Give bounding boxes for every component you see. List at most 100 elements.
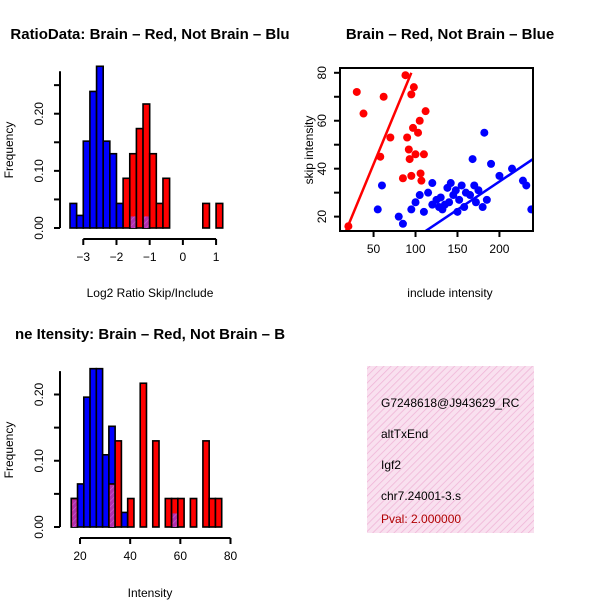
- intensity-bar-brain: [189, 497, 198, 528]
- intensity-bar-brain: [151, 440, 160, 528]
- info-panel: G7248618@J943629_RC altTxEnd Igf2 chr7.2…: [367, 366, 534, 533]
- scatter-point-notbrain: [522, 181, 531, 190]
- intensity-y-tick-label: 0.00: [32, 515, 46, 539]
- intensity-x-tick-label: 60: [174, 549, 188, 563]
- scatter-x-tick-label: 50: [367, 242, 381, 256]
- ratio-y-tick-label: 0.20: [32, 102, 46, 126]
- ratio-bar-brain: [162, 177, 171, 229]
- scatter-point-notbrain: [527, 205, 533, 214]
- scatter-y-tick-label: 60: [315, 114, 329, 128]
- ratio-y-tick-label: 0.00: [32, 216, 46, 240]
- intensity-bar-brain: [208, 497, 217, 528]
- intensity-bar-brain: [214, 497, 223, 528]
- scatter-x-tick-label: 150: [447, 242, 467, 256]
- ratio-bar-notbrain: [75, 214, 85, 229]
- scatter-point-brain: [407, 90, 416, 99]
- intensity-histogram: ne Itensity: Brain – Red, Not Brain – B …: [2, 326, 285, 600]
- ratio-bar-notbrain: [69, 202, 78, 229]
- intensity-bar-brain: [202, 440, 210, 528]
- scatter-point-notbrain: [468, 155, 477, 164]
- ratio-x-tick-label: 0: [180, 250, 187, 264]
- ratio-bar-brain: [202, 202, 211, 229]
- ratio-bar-overlap: [144, 216, 149, 228]
- scatter-point-notbrain: [419, 207, 428, 216]
- intensity-bar-notbrain: [120, 511, 129, 528]
- scatter-point-brain: [417, 176, 426, 185]
- ratio-bar-notbrain: [95, 65, 104, 229]
- ratio-bar-overlap: [130, 216, 136, 228]
- scatter-point-notbrain: [428, 179, 437, 188]
- scatter-axes: 50 100 150 200 20 40 60 80: [315, 66, 510, 256]
- ratio-bar-notbrain: [115, 202, 124, 229]
- scatter-point-brain: [415, 116, 424, 125]
- intensity-bar-brain: [139, 382, 148, 528]
- intensity-scatter: Brain – Red, Not Brain – Blue 50 100 150 20…: [302, 26, 554, 300]
- scatter-point-notbrain: [480, 128, 489, 137]
- ratio-x-tick-label: 1: [213, 250, 220, 264]
- info-probe-id: G7248618@J943629_RC: [381, 396, 520, 410]
- scatter-point-brain: [386, 133, 395, 142]
- intensity-bar-notbrain: [82, 396, 91, 528]
- ratio-histogram-bars: [69, 65, 224, 229]
- scatter-point-brain: [403, 133, 412, 142]
- intensity-histogram-title: ne Itensity: Brain – Red, Not Brain – B: [15, 326, 285, 343]
- scatter-point-brain: [421, 107, 430, 116]
- intensity-bar-notbrain: [95, 367, 104, 528]
- scatter-point-brain: [352, 87, 361, 96]
- scatter-point-brain: [409, 83, 418, 92]
- intensity-x-tick-label: 40: [124, 549, 138, 563]
- scatter-point-brain: [401, 71, 410, 80]
- intensity-bar-notbrain: [76, 483, 85, 528]
- info-location: chr7.24001-3.s: [381, 489, 461, 503]
- scatter-point-brain: [419, 150, 428, 159]
- ratio-bar-brain: [135, 127, 144, 229]
- ratio-x-tick-label: −2: [110, 250, 124, 264]
- ratio-bar-notbrain: [82, 140, 91, 229]
- scatter-point-notbrain: [482, 195, 491, 204]
- ratio-histogram-title: RatioData: Brain – Red, Not Brain – Blu: [10, 26, 289, 43]
- scatter-point-notbrain: [445, 198, 454, 207]
- scatter-point-notbrain: [424, 188, 433, 197]
- intensity-bar-notbrain: [101, 453, 110, 528]
- scatter-y-tick-label: 40: [315, 162, 329, 176]
- scatter-point-notbrain: [471, 198, 480, 207]
- scatter-points: [344, 71, 533, 231]
- scatter-point-notbrain: [457, 181, 466, 190]
- scatter-frame: [339, 67, 534, 232]
- scatter-point-brain: [404, 145, 413, 154]
- scatter-point-brain: [414, 128, 423, 137]
- intensity-bar-brain: [177, 497, 185, 528]
- intensity-bar-brain: [114, 440, 123, 528]
- scatter-point-notbrain: [495, 171, 504, 180]
- ratio-bar-notbrain: [102, 140, 111, 229]
- scatter-x-tick-label: 200: [489, 242, 509, 256]
- ratio-bar-brain: [122, 177, 131, 229]
- ratio-x-tick-label: −1: [143, 250, 157, 264]
- scatter-point-brain: [376, 152, 385, 161]
- scatter-y-tick-label: 20: [315, 210, 329, 224]
- scatter-point-brain: [407, 171, 416, 180]
- intensity-y-tick-label: 0.20: [32, 382, 46, 406]
- scatter-point-notbrain: [407, 205, 416, 214]
- ratio-bar-notbrain: [109, 152, 118, 229]
- scatter-x-tick-label: 100: [406, 242, 426, 256]
- scatter-point-notbrain: [436, 193, 445, 202]
- info-panel-background: [367, 366, 534, 533]
- scatter-point-brain: [409, 123, 418, 132]
- info-gene-name: Igf2: [381, 458, 401, 472]
- scatter-point-brain: [344, 222, 353, 231]
- scatter-point-notbrain: [508, 164, 517, 173]
- ratio-bar-brain: [215, 202, 224, 229]
- scatter-trend-notbrain: [423, 158, 533, 231]
- intensity-histogram-ylabel: Frequency: [2, 422, 16, 479]
- intensity-bar-overlap: [172, 513, 177, 527]
- scatter-point-notbrain: [460, 203, 469, 212]
- scatter-point-notbrain: [478, 203, 487, 212]
- ratio-bar-notbrain: [89, 90, 98, 229]
- intensity-x-tick-label: 80: [224, 549, 238, 563]
- scatter-point-notbrain: [377, 181, 386, 190]
- scatter-y-tick-label: 80: [315, 66, 329, 80]
- scatter-point-notbrain: [487, 159, 496, 168]
- scatter-point-notbrain: [474, 186, 483, 195]
